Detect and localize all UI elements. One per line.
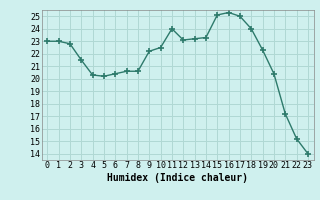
X-axis label: Humidex (Indice chaleur): Humidex (Indice chaleur) [107, 173, 248, 183]
